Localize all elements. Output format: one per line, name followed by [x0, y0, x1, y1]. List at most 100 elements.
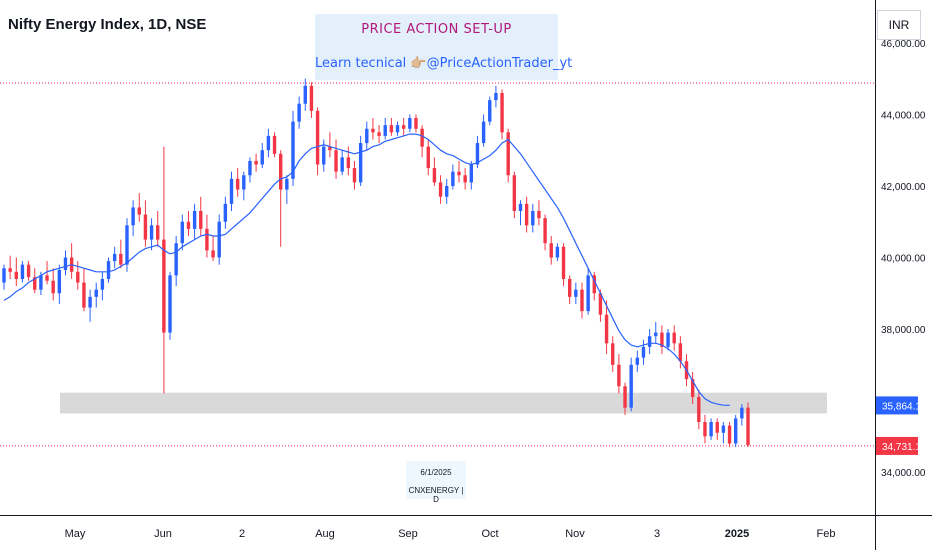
candle-body[interactable]	[125, 225, 129, 265]
candle-body[interactable]	[100, 278, 105, 290]
candle-body[interactable]	[445, 185, 449, 197]
candle-body[interactable]	[451, 171, 455, 186]
candle-body[interactable]	[697, 396, 701, 423]
candle-body[interactable]	[63, 257, 68, 271]
candle-body[interactable]	[586, 275, 590, 312]
candle-body[interactable]	[254, 160, 258, 165]
candle-body[interactable]	[420, 128, 424, 147]
candle-body[interactable]	[297, 103, 301, 122]
candle-body[interactable]	[647, 336, 652, 347]
candle-body[interactable]	[463, 175, 467, 183]
candle-body[interactable]	[715, 422, 719, 433]
candle-body[interactable]	[315, 110, 320, 165]
candle-body[interactable]	[309, 85, 314, 111]
candle-body[interactable]	[660, 332, 664, 347]
candle-body[interactable]	[580, 289, 584, 312]
candle-body[interactable]	[112, 253, 117, 262]
candle-body[interactable]	[592, 275, 596, 294]
candle-body[interactable]	[469, 164, 474, 183]
candle-body[interactable]	[740, 407, 744, 419]
candle-body[interactable]	[328, 146, 332, 151]
candle-body[interactable]	[340, 157, 344, 172]
candle-body[interactable]	[395, 125, 400, 133]
candle-body[interactable]	[131, 207, 135, 226]
candle-body[interactable]	[365, 128, 369, 144]
candle-body[interactable]	[549, 243, 553, 258]
candle-body[interactable]	[401, 125, 406, 129]
candle-body[interactable]	[211, 250, 215, 258]
candle-body[interactable]	[223, 203, 228, 222]
candle-body[interactable]	[531, 211, 535, 226]
candle-body[interactable]	[248, 160, 252, 176]
candle-body[interactable]	[623, 386, 627, 408]
candle-body[interactable]	[119, 253, 123, 265]
candle-body[interactable]	[272, 135, 277, 154]
candle-body[interactable]	[537, 211, 541, 219]
candle-body[interactable]	[106, 261, 111, 279]
candle-body[interactable]	[598, 293, 603, 315]
candle-body[interactable]	[358, 143, 363, 183]
candle-body[interactable]	[494, 92, 498, 101]
candle-body[interactable]	[629, 364, 633, 408]
candle-body[interactable]	[488, 100, 492, 122]
candle-body[interactable]	[617, 364, 621, 387]
candle-body[interactable]	[156, 225, 160, 240]
candle-body[interactable]	[438, 182, 443, 197]
candle-body[interactable]	[94, 289, 98, 297]
candle-body[interactable]	[389, 125, 394, 133]
candle-body[interactable]	[322, 146, 326, 165]
candle-body[interactable]	[57, 270, 62, 294]
candle-body[interactable]	[143, 214, 148, 240]
candle-body[interactable]	[39, 275, 43, 290]
candle-body[interactable]	[500, 92, 504, 133]
candle-body[interactable]	[383, 125, 387, 136]
candle-body[interactable]	[506, 132, 510, 176]
candle-body[interactable]	[555, 246, 560, 258]
candle-body[interactable]	[727, 425, 732, 444]
candle-body[interactable]	[414, 118, 418, 129]
candle-body[interactable]	[76, 271, 80, 283]
candles-layer[interactable]	[2, 78, 750, 448]
candle-body[interactable]	[690, 379, 695, 397]
candle-body[interactable]	[561, 246, 566, 279]
candle-body[interactable]	[229, 178, 234, 204]
candle-body[interactable]	[278, 153, 283, 190]
candle-body[interactable]	[20, 264, 25, 279]
candle-body[interactable]	[45, 275, 49, 281]
candle-body[interactable]	[709, 422, 713, 437]
candle-body[interactable]	[604, 314, 609, 344]
candle-body[interactable]	[303, 85, 307, 104]
candle-body[interactable]	[635, 357, 640, 365]
candle-body[interactable]	[285, 178, 289, 190]
candle-body[interactable]	[186, 221, 191, 229]
candle-body[interactable]	[291, 121, 295, 179]
candle-body[interactable]	[481, 121, 486, 144]
currency-button[interactable]: INR	[877, 10, 921, 40]
candle-body[interactable]	[174, 243, 178, 276]
candle-body[interactable]	[432, 168, 437, 183]
candle-body[interactable]	[334, 150, 338, 172]
candle-body[interactable]	[8, 268, 12, 272]
candle-body[interactable]	[217, 221, 221, 258]
candle-body[interactable]	[199, 211, 203, 229]
candle-body[interactable]	[574, 289, 578, 297]
candle-body[interactable]	[524, 203, 529, 226]
candle-body[interactable]	[666, 332, 670, 347]
candle-body[interactable]	[346, 157, 351, 169]
candle-body[interactable]	[611, 343, 615, 365]
candle-body[interactable]	[260, 150, 264, 165]
candle-body[interactable]	[475, 143, 480, 165]
candle-body[interactable]	[654, 332, 658, 337]
candle-body[interactable]	[137, 207, 141, 215]
candle-body[interactable]	[672, 332, 676, 344]
candle-body[interactable]	[266, 135, 271, 151]
candle-body[interactable]	[82, 282, 86, 308]
candle-body[interactable]	[242, 175, 246, 190]
candle-body[interactable]	[2, 268, 6, 283]
candle-body[interactable]	[567, 278, 572, 297]
candle-body[interactable]	[377, 132, 381, 136]
candle-body[interactable]	[352, 168, 357, 183]
candle-body[interactable]	[162, 239, 166, 333]
candle-body[interactable]	[51, 280, 55, 294]
candle-body[interactable]	[512, 175, 517, 212]
